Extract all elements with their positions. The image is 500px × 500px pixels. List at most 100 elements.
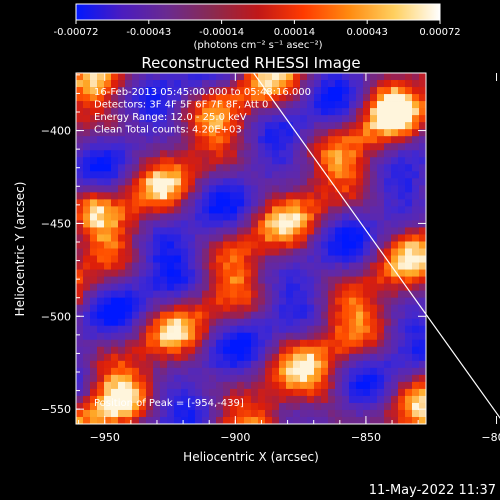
heatmap-cell [139,213,147,221]
heatmap-cell [349,192,357,200]
heatmap-cell [293,325,301,334]
heatmap-cell [314,94,322,102]
heatmap-cell [419,262,426,270]
heatmap-cell [139,262,147,270]
heatmap-cell [223,360,231,369]
heatmap-cell [384,346,392,355]
heatmap-cell [286,360,294,369]
heatmap-cell [328,192,336,200]
heatmap-cell [335,416,343,424]
heatmap-cell [83,290,91,299]
heatmap-cell [265,150,273,158]
heatmap-cell [391,94,399,102]
heatmap-cell [167,192,175,200]
heatmap-cell [230,150,238,158]
heatmap-cell [391,297,399,306]
heatmap-cell [384,311,392,320]
heatmap-cell [314,206,322,214]
heatmap-cell [307,213,315,221]
heatmap-cell [279,87,287,95]
heatmap-cell [419,374,426,383]
heatmap-cell [97,213,105,221]
heatmap-cell [258,332,266,341]
heatmap-cell [132,241,140,249]
heatmap-cell [209,248,217,256]
heatmap-cell [230,332,238,341]
heatmap-cell [83,192,91,200]
heatmap-cell [223,192,231,200]
heatmap-cell [307,346,315,355]
heatmap-cell [125,171,133,179]
heatmap-cell [265,346,273,355]
heatmap-cell [181,213,189,221]
heatmap-cell [139,269,147,277]
heatmap-cell [419,353,426,362]
heatmap-cell [363,192,371,200]
heatmap-cell [349,87,357,95]
heatmap-cell [405,311,413,320]
heatmap-cell [167,171,175,179]
heatmap-cell [167,80,175,88]
heatmap-cell [97,255,105,263]
heatmap-cell [307,409,315,418]
heatmap-cell [286,178,294,186]
heatmap-cell [391,402,399,411]
heatmap-cell [342,157,350,165]
heatmap-cell [97,346,105,355]
heatmap-cell [251,136,259,144]
heatmap-cell [90,374,98,383]
heatmap-cell [216,108,224,116]
heatmap-cell [286,73,294,81]
heatmap-cell [223,108,231,116]
heatmap-cell [342,122,350,130]
heatmap-cell [97,332,105,341]
heatmap-cell [391,115,399,123]
heatmap-cell [216,101,224,109]
heatmap-cell [398,248,406,256]
heatmap-cell [125,318,133,327]
heatmap-cell [300,199,308,207]
heatmap-cell [153,304,161,313]
heatmap-cell [223,311,231,320]
heatmap-cell [83,227,91,235]
heatmap-cell [384,416,392,424]
heatmap-cell [153,108,161,116]
heatmap-cell [293,255,301,263]
heatmap-cell [244,122,252,130]
heatmap-cell [244,360,252,369]
heatmap-cell [83,416,91,424]
heatmap-cell [139,346,147,355]
heatmap-cell [118,241,126,249]
heatmap-cell [342,171,350,179]
heatmap-cell [321,409,329,418]
heatmap-cell [125,143,133,151]
heatmap-cell [251,360,259,369]
heatmap-cell [321,185,329,193]
observation-info: 16-Feb-2013 05:45:00.000 to 05:48:16.000… [94,87,311,136]
heatmap-cell [174,297,182,306]
heatmap-cell [104,367,112,376]
heatmap-cell [307,122,315,130]
heatmap-cell [160,227,168,235]
heatmap-cell [167,115,175,123]
heatmap-cell [391,157,399,165]
heatmap-cell [342,311,350,320]
heatmap-cell [132,283,140,292]
heatmap-cell [118,255,126,263]
heatmap-cell [216,290,224,299]
heatmap-cell [398,206,406,214]
heatmap-cell [174,269,182,277]
heatmap-cell [174,360,182,369]
heatmap-cell [132,129,140,137]
heatmap-cell [265,311,273,320]
heatmap-cell [412,129,420,137]
heatmap-cell [370,206,378,214]
heatmap-cell [272,395,280,404]
heatmap-cell [216,283,224,292]
heatmap-cell [174,402,182,411]
heatmap-cell [342,241,350,249]
heatmap-cell [188,304,196,313]
heatmap-cell [160,143,168,151]
heatmap-cell [328,129,336,137]
heatmap-cell [258,283,266,292]
